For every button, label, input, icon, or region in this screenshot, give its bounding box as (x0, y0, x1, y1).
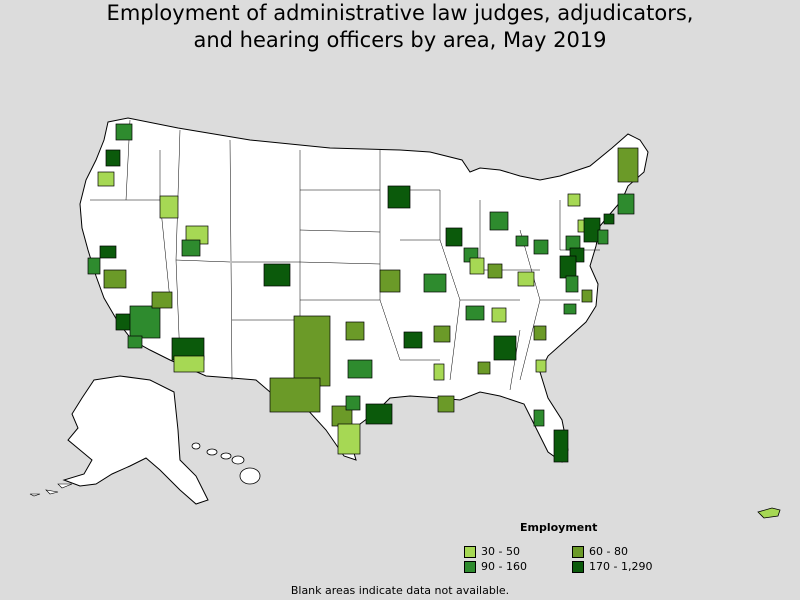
alaska-outline (62, 375, 209, 505)
metro-detroit (489, 211, 509, 231)
puerto-rico (757, 507, 781, 519)
metro-kansas-city (379, 269, 401, 293)
metro-cincinnati (517, 271, 535, 287)
metro-washington (559, 255, 577, 279)
metro-albany (567, 193, 581, 207)
metro-denver (263, 263, 291, 287)
map-title: Employment of administrative law judges,… (0, 0, 800, 54)
alaska-islands (29, 483, 73, 497)
metro-dallas (347, 359, 373, 379)
metro-birmingham (477, 361, 491, 375)
metro-providence (603, 213, 615, 225)
metro-fresno (103, 269, 127, 289)
metro-jackson (433, 363, 445, 381)
metro-little-rock (403, 331, 423, 349)
legend-label-3: 90 - 160 (481, 560, 527, 573)
metro-st-louis (423, 273, 447, 293)
metro-columbia (535, 359, 547, 373)
metro-louisville (465, 305, 485, 321)
metro-tucson (173, 355, 205, 373)
metro-richmond (565, 275, 579, 293)
metro-san-diego (127, 335, 143, 349)
metro-minneapolis (387, 185, 411, 209)
legend-label-2: 60 - 80 (589, 545, 628, 558)
metro-new-york (583, 217, 601, 243)
metro-pittsburgh (533, 239, 549, 255)
metro-new-orleans (437, 395, 455, 413)
title-line-1: Employment of administrative law judges,… (106, 1, 694, 25)
metro-portland (105, 149, 121, 167)
metro-boise (159, 195, 179, 219)
hawaii-islands (191, 442, 261, 485)
legend-swatch-1 (464, 545, 476, 558)
metro-san-antonio (337, 423, 361, 455)
legend-item-2: 60 - 80 (572, 545, 628, 558)
legend-swatch-3 (464, 560, 476, 573)
metro-west-texas (293, 315, 331, 387)
metro-los-angeles (115, 313, 133, 331)
metro-ogden (181, 239, 201, 257)
metro-houston (365, 403, 393, 425)
metro-madison (445, 227, 463, 247)
legend-swatch-2 (572, 545, 584, 558)
legend-title: Employment (520, 521, 598, 534)
metro-miami (553, 429, 569, 463)
legend-item-3: 90 - 160 (464, 560, 527, 573)
metro-oklahoma (345, 321, 365, 341)
legend-label-4: 170 - 1,290 (589, 560, 653, 573)
legend-item-4: 170 - 1,290 (572, 560, 652, 573)
metro-indianapolis (469, 257, 485, 275)
title-line-2: and hearing officers by area, May 2019 (193, 28, 607, 52)
metro-maine (617, 147, 639, 183)
metro-tampa (533, 409, 545, 427)
legend-label-1: 30 - 50 (481, 545, 520, 558)
metro-columbus (487, 263, 503, 279)
metro-salem (97, 171, 115, 187)
metro-virginia-beach (581, 289, 593, 303)
metro-boston (617, 193, 635, 215)
legend-item-1: 30 - 50 (464, 545, 520, 558)
metro-cleveland (515, 235, 529, 247)
footnote: Blank areas indicate data not available. (290, 584, 510, 597)
metro-scranton (597, 229, 609, 245)
legend-swatch-4 (572, 560, 584, 573)
metro-sacramento (99, 245, 117, 259)
metro-memphis (433, 325, 451, 343)
metro-seattle (115, 123, 133, 141)
metro-areas (87, 123, 639, 463)
metro-waco (345, 395, 361, 411)
metro-riverside (129, 305, 161, 339)
metro-las-vegas (151, 291, 173, 309)
metro-charlotte (533, 325, 547, 341)
metro-raleigh (563, 303, 577, 315)
metro-nashville (491, 307, 507, 323)
metro-central-texas (269, 377, 321, 413)
metro-san-francisco (87, 257, 101, 275)
metro-atlanta (493, 335, 517, 361)
